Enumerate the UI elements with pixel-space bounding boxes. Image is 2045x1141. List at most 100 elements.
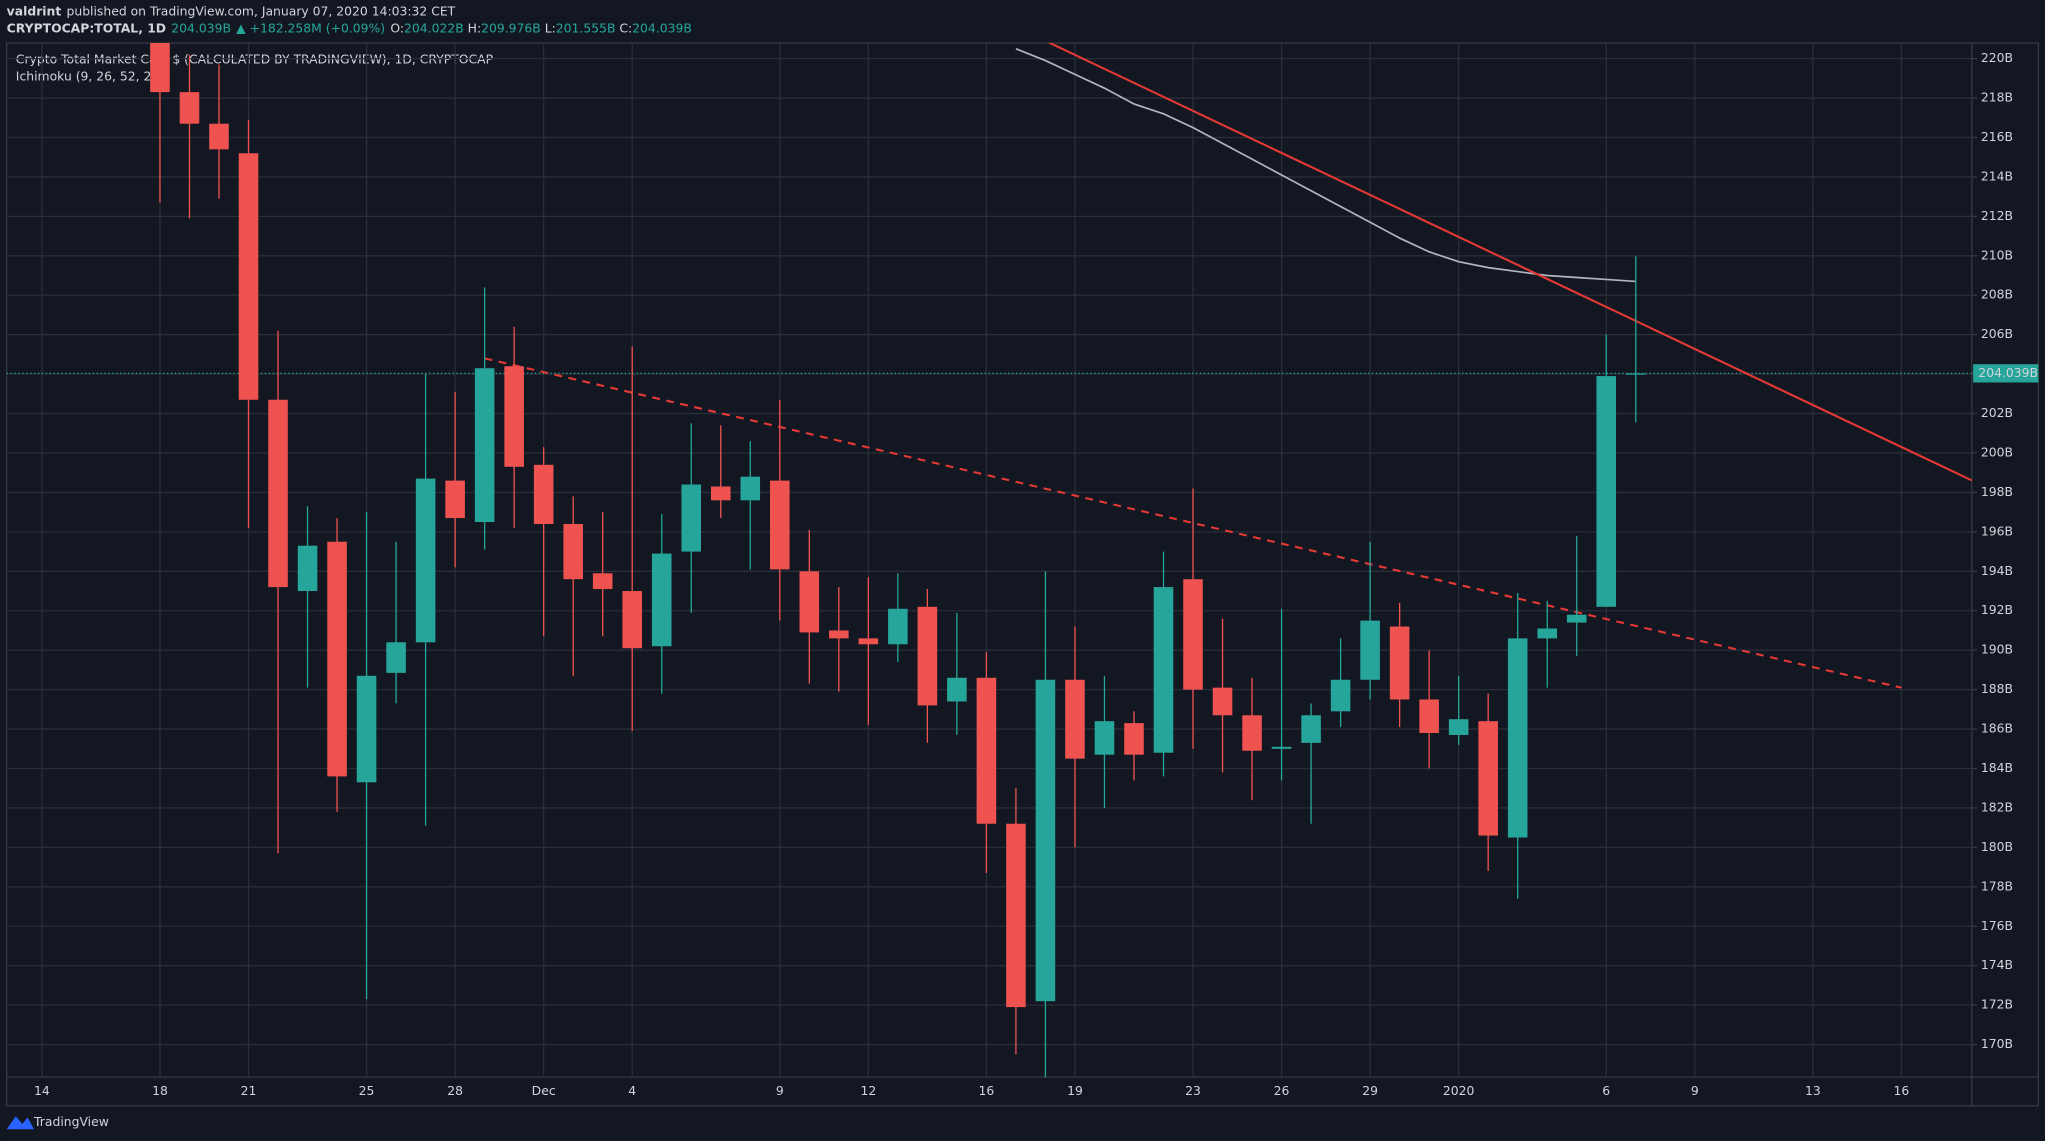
y-tick-label: 194B: [1981, 564, 2013, 578]
candle-body: [651, 553, 672, 647]
frame: [6, 42, 2039, 1107]
candle-body: [150, 43, 170, 93]
candle-body: [592, 573, 613, 590]
candle-body: [1389, 626, 1410, 700]
x-tick-label: 21: [241, 1084, 257, 1098]
candle-body: [1124, 723, 1144, 755]
ohlc-value: 204.022B: [404, 21, 464, 35]
y-tick-label: 174B: [1981, 958, 2013, 972]
candle-body: [858, 638, 879, 645]
x-tick-label: 9: [1691, 1084, 1699, 1098]
candle-body: [1065, 679, 1085, 759]
x-tick-label: 28: [447, 1084, 463, 1098]
candle-body: [888, 608, 908, 645]
y-tick-label: 196B: [1981, 524, 2013, 538]
x-tick-label: 16: [979, 1084, 995, 1098]
candle-body: [1183, 579, 1203, 690]
author[interactable]: valdrint: [7, 4, 62, 18]
x-tick-label: 18: [152, 1084, 168, 1098]
x-tick-label: 29: [1362, 1084, 1378, 1098]
candle-body: [1448, 719, 1469, 735]
candle-body: [1566, 614, 1587, 623]
x-tick-label: 13: [1805, 1084, 1821, 1098]
brand-logo: [6, 1116, 35, 1130]
y-tick-label: 178B: [1981, 879, 2013, 893]
last: 204.039B: [171, 21, 231, 35]
ohlc-value: 209.976B: [481, 21, 541, 35]
candle-body: [1153, 587, 1174, 753]
trendline: [1047, 43, 1972, 482]
x-tick-label: 6: [1602, 1084, 1610, 1098]
y-tick-label: 186B: [1981, 722, 2013, 736]
candle-body: [947, 677, 967, 702]
candle-body: [1625, 373, 1646, 375]
candle-body: [1006, 823, 1026, 1008]
y-tick-label: 192B: [1981, 603, 2013, 617]
candle-body: [1212, 687, 1233, 716]
last-price-label: 204.039B: [1978, 366, 2038, 380]
candle-body: [1035, 679, 1056, 1002]
x-tick-label: 16: [1894, 1084, 1910, 1098]
candle-body: [799, 571, 820, 633]
last-price-badge: [1973, 364, 2039, 383]
candle-body: [297, 545, 318, 592]
candle-body: [474, 368, 495, 523]
brand[interactable]: TradingView: [6, 1115, 109, 1130]
x-tick-label: 9: [776, 1084, 784, 1098]
ohlc-value: 204.039B: [632, 21, 692, 35]
x-tick-label: 12: [860, 1084, 876, 1098]
y-tick-label: 200B: [1981, 445, 2013, 459]
y-tick-label: 210B: [1981, 248, 2013, 262]
candle-body: [740, 476, 761, 501]
candle-body: [533, 464, 554, 524]
x-tick-label: 2020: [1443, 1084, 1475, 1098]
candle-body: [1507, 638, 1528, 838]
y-tick-label: 202B: [1981, 406, 2013, 420]
y-tick-label: 218B: [1981, 91, 2013, 105]
candle-body: [1537, 628, 1557, 639]
x-tick-label: Dec: [532, 1084, 556, 1098]
y-tick-label: 214B: [1981, 169, 2013, 183]
candle-body: [917, 606, 938, 706]
candle-body: [1301, 715, 1321, 743]
y-tick-label: 184B: [1981, 761, 2013, 775]
x-tick-label: 25: [359, 1084, 375, 1098]
ohlc-label: O:: [390, 21, 404, 35]
y-tick-label: 220B: [1981, 51, 2013, 65]
candle-body: [1242, 715, 1262, 751]
ohlc-label: L:: [545, 21, 556, 35]
candle-body: [1360, 620, 1380, 680]
indicator-line: [1015, 47, 1636, 283]
candle-body: [1330, 679, 1351, 712]
candle-body: [681, 484, 702, 552]
candle-body: [622, 591, 642, 649]
y-tick-label: 198B: [1981, 485, 2013, 499]
candle-body: [504, 366, 524, 467]
chart-title: Crypto Total Market Cap, $ (CALCULATED B…: [16, 52, 494, 66]
y-tick-label: 172B: [1981, 998, 2013, 1012]
candle-body: [1478, 721, 1498, 836]
y-tick-label: 208B: [1981, 288, 2013, 302]
x-tick-label: 4: [628, 1084, 636, 1098]
ohlc-label: H:: [468, 21, 481, 35]
candle-body: [327, 541, 347, 777]
y-tick-label: 190B: [1981, 643, 2013, 657]
x-tick-label: 19: [1067, 1084, 1083, 1098]
candle-body: [415, 478, 436, 643]
candle-body: [829, 630, 849, 639]
ohlc-value: 201.555B: [556, 21, 616, 35]
candle-body: [1271, 746, 1292, 749]
x-tick-label: 26: [1274, 1084, 1290, 1098]
header-line-2: CRYPTOCAP:TOTAL, 1D 204.039B ▲ +182.258M (…: [7, 21, 692, 35]
candle-body: [1419, 699, 1439, 734]
y-tick-label: 170B: [1981, 1037, 2013, 1051]
candle-body: [445, 480, 465, 519]
plot: [6, 43, 1972, 1078]
candle-body: [356, 675, 377, 783]
x-tick-label: 23: [1185, 1084, 1201, 1098]
candle-body: [710, 486, 731, 501]
candle-body: [238, 153, 259, 400]
candle-body: [1094, 721, 1115, 755]
